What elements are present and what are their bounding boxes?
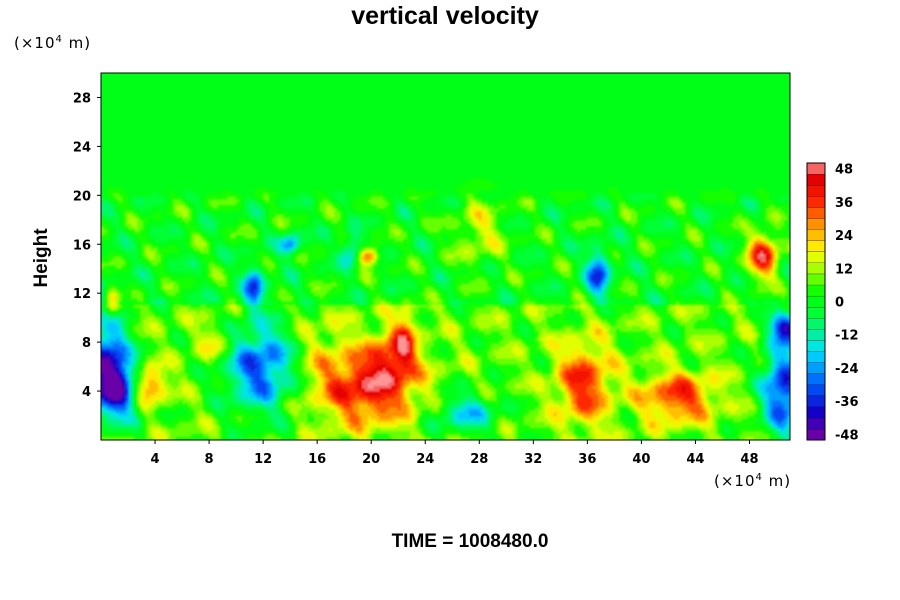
colorbar-swatch [807,262,825,274]
y-tick-label: 16 [73,238,91,253]
colorbar-swatch [807,417,825,429]
colorbar-swatch [807,384,825,396]
heatmap [101,73,790,440]
x-axis-unit: (×104 m) [714,472,792,490]
x-tick-label: 40 [632,452,650,467]
colorbar-swatch [807,428,825,440]
y-tick-label: 20 [73,189,91,204]
colorbar-swatch [807,229,825,241]
x-tick-label: 4 [151,452,160,467]
colorbar-swatch [807,163,825,175]
time-readout: TIME = 1008480.0 [391,531,549,552]
colorbar [806,162,826,441]
y-tick-label: 28 [73,91,91,106]
y-tick-label: 8 [82,336,91,351]
x-tick-label: 8 [205,452,214,467]
colorbar-swatch [807,196,825,208]
colorbar-swatch [807,362,825,374]
colorbar-swatch [807,185,825,197]
colorbar-swatch [807,395,825,407]
y-axis-unit: (×104 m) [14,34,92,52]
colorbar-swatch [807,284,825,296]
colorbar-frame [806,162,826,441]
colorbar-tick-label: 12 [835,262,853,277]
heatmap-field [101,73,790,440]
x-tick-label: 36 [578,452,596,467]
y-tick-label: 12 [73,287,91,302]
colorbar-tick-label: -48 [835,428,859,443]
x-tick-label: 16 [308,452,326,467]
colorbar-swatch [807,207,825,219]
colorbar-swatch [807,174,825,186]
colorbar-swatch [807,318,825,330]
colorbar-tick-label: -24 [835,362,859,377]
colorbar-tick-label: 48 [835,163,853,178]
colorbar-swatch [807,351,825,363]
colorbar-swatch [807,329,825,341]
colorbar-swatch [807,406,825,418]
x-tick-label: 24 [416,452,434,467]
colorbar-swatch [807,273,825,285]
colorbar-swatch [807,340,825,352]
x-tick-label: 48 [740,452,758,467]
colorbar-swatch [807,373,825,385]
colorbar-tick-label: 24 [835,229,853,244]
x-tick-label: 20 [362,452,380,467]
colorbar-swatch [807,251,825,263]
colorbar-tick-label: -12 [835,329,859,344]
plot-frame [100,72,791,441]
colorbar-ticks: 48 36 24 12 0 -12 -24 -36 -48 [835,163,859,444]
colorbar-tick-label: 0 [835,296,844,311]
x-tick-label: 28 [470,452,488,467]
colorbar-tick-label: 36 [835,196,853,211]
y-axis-ticks: 4 8 12 16 20 24 28 [73,91,101,400]
chart-title: vertical velocity [351,2,539,30]
x-tick-label: 32 [524,452,542,467]
colorbar-swatch [807,295,825,308]
x-tick-label: 44 [686,452,704,467]
colorbar-swatch [807,240,825,252]
colorbar-swatch [807,218,825,230]
x-tick-label: 12 [254,452,272,467]
y-tick-label: 4 [82,385,91,400]
y-tick-label: 24 [73,140,91,155]
colorbar-swatch [807,307,825,319]
x-axis-ticks: 4 8 12 16 20 24 28 32 36 40 44 48 [151,440,759,467]
colorbar-tick-label: -36 [835,395,859,410]
